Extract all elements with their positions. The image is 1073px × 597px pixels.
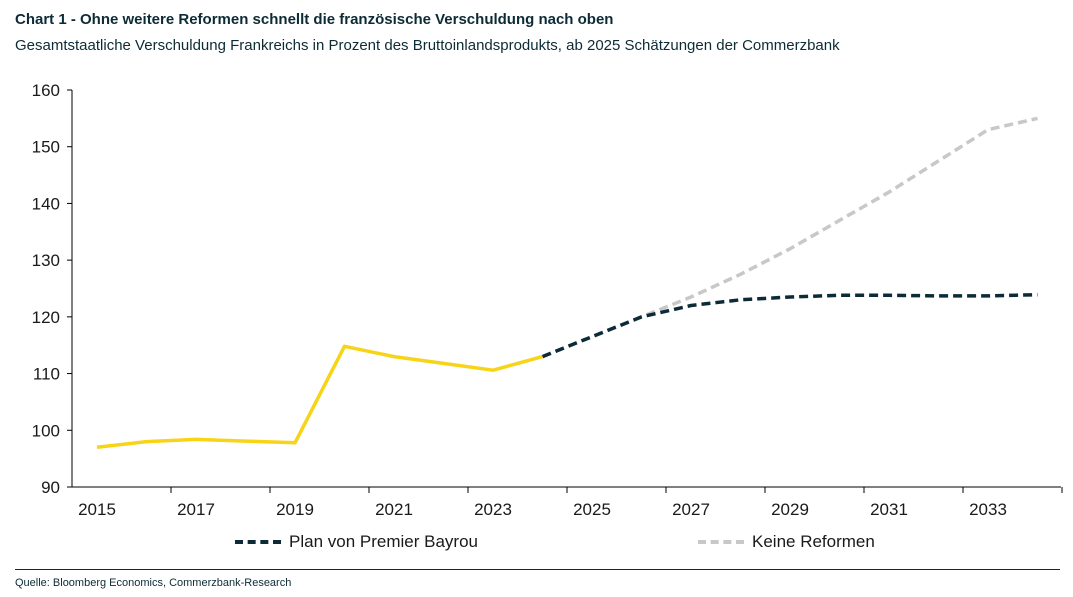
y-tick-label: 120 xyxy=(32,308,60,327)
y-tick-label: 90 xyxy=(41,478,60,497)
x-tick-label: 2023 xyxy=(474,500,512,519)
footer-divider xyxy=(15,569,1060,570)
y-tick-label: 100 xyxy=(32,421,60,440)
y-tick-label: 130 xyxy=(32,251,60,270)
y-tick-label: 140 xyxy=(32,194,60,213)
x-tick-label: 2033 xyxy=(969,500,1007,519)
legend-item-keine-reformen: Keine Reformen xyxy=(698,532,875,552)
legend-item-plan: Plan von Premier Bayrou xyxy=(235,532,478,552)
legend-swatch-keine-reformen xyxy=(698,540,744,544)
series-line-keine xyxy=(541,116,1038,359)
x-tick-label: 2019 xyxy=(276,500,314,519)
series-line-historical xyxy=(96,344,543,450)
x-tick-label: 2021 xyxy=(375,500,413,519)
y-tick-label: 160 xyxy=(32,81,60,100)
x-tick-label: 2015 xyxy=(78,500,116,519)
source-note: Quelle: Bloomberg Economics, Commerzbank… xyxy=(15,577,292,589)
x-tick-label: 2029 xyxy=(771,500,809,519)
y-tick-label: 150 xyxy=(32,138,60,157)
chart-title: Chart 1 - Ohne weitere Reformen schnellt… xyxy=(15,11,614,28)
x-tick-label: 2017 xyxy=(177,500,215,519)
y-tick-label: 110 xyxy=(33,365,60,384)
legend-label-keine-reformen: Keine Reformen xyxy=(752,532,875,551)
chart-subtitle: Gesamtstaatliche Verschuldung Frankreich… xyxy=(15,37,840,54)
x-tick-label: 2027 xyxy=(672,500,710,519)
x-tick-label: 2031 xyxy=(870,500,908,519)
series-line-plan xyxy=(541,292,1038,359)
legend-swatch-plan xyxy=(235,540,281,544)
legend-label-plan: Plan von Premier Bayrou xyxy=(289,532,478,551)
x-tick-label: 2025 xyxy=(573,500,611,519)
